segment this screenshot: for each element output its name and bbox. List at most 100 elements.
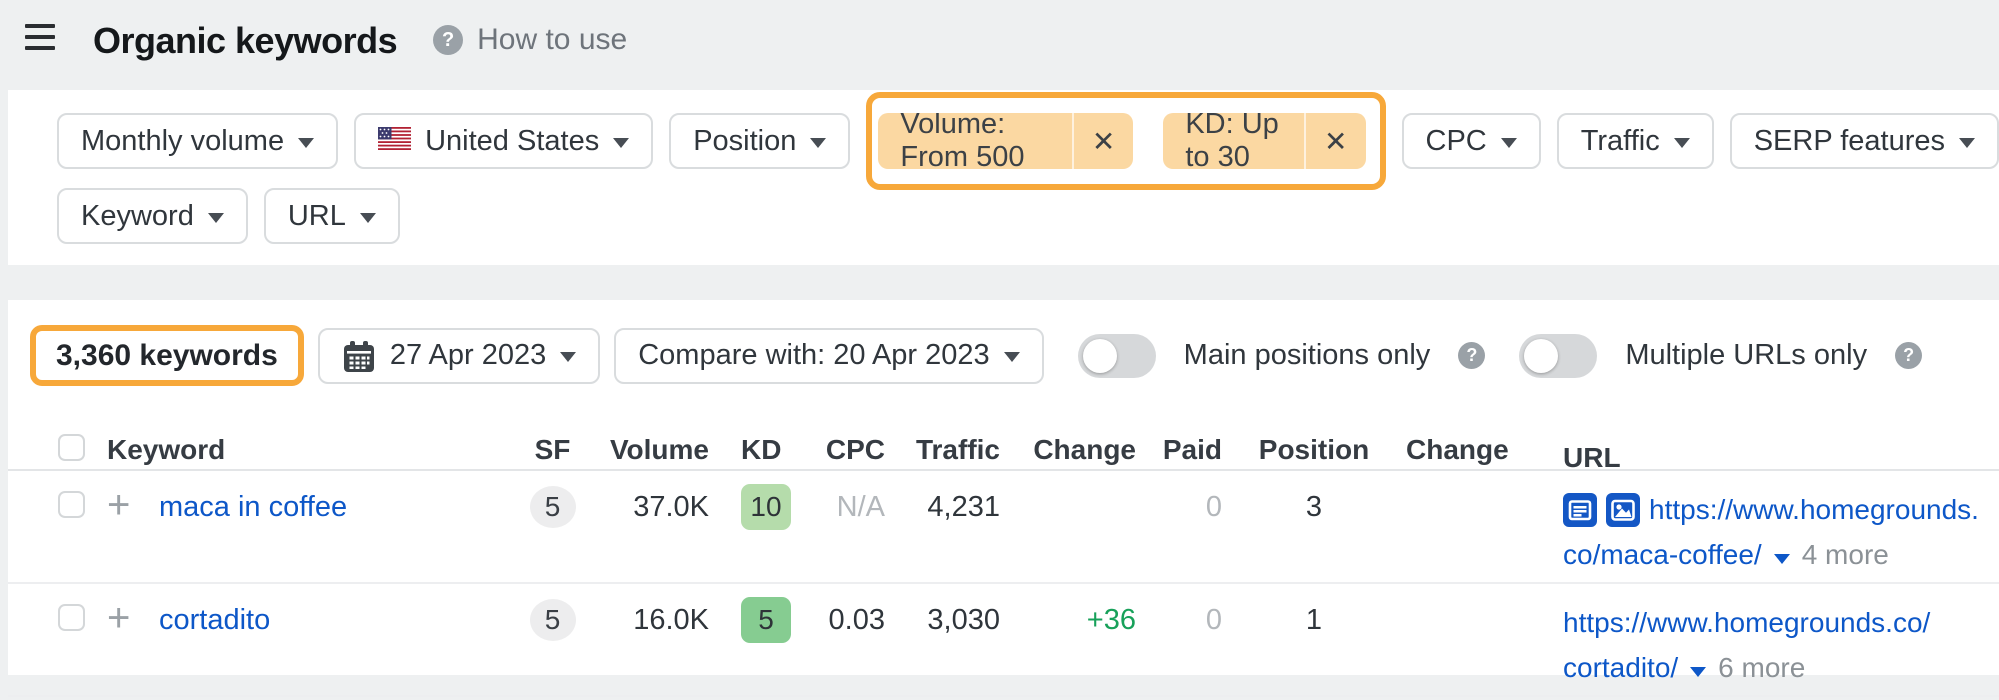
keyword-link[interactable]: maca in coffee	[159, 491, 348, 523]
filter-row-1: Monthly volume	[57, 92, 1999, 190]
url-cell: https://www.homegrounds.co/cortadito/6 m…	[1543, 584, 1930, 690]
chevron-down-icon	[1500, 137, 1517, 148]
country-label: United States	[425, 124, 600, 157]
main-positions-toggle[interactable]	[1077, 333, 1156, 378]
serp-features-filter-button[interactable]: SERP features	[1729, 113, 1999, 169]
row-checkbox[interactable]	[58, 491, 85, 518]
calendar-icon	[342, 340, 376, 374]
url-filter-button[interactable]: URL	[263, 188, 400, 244]
chevron-down-icon	[207, 212, 224, 223]
how-to-use[interactable]: ? How to use	[433, 23, 627, 57]
annotation-highlight-active-filters: Volume: From 500 ✕ KD: Up to 30 ✕	[866, 92, 1386, 190]
column-header-position[interactable]: Position	[1258, 433, 1370, 465]
column-header-traffic[interactable]: Traffic	[915, 433, 1000, 465]
column-header-kd[interactable]: KD	[741, 433, 782, 465]
serp-features-label: SERP features	[1753, 124, 1945, 157]
help-icon[interactable]: ?	[433, 25, 464, 55]
traffic-cell: 4,231	[927, 491, 1000, 523]
monthly-volume-filter-button[interactable]: Monthly volume	[57, 113, 339, 169]
chevron-down-icon	[613, 137, 630, 148]
more-urls-label[interactable]: 6 more	[1718, 652, 1806, 683]
date-label: 27 Apr 2023	[389, 339, 547, 371]
help-icon[interactable]: ?	[1895, 342, 1923, 369]
chevron-down-icon	[1673, 137, 1690, 148]
filters-panel: Monthly volume	[8, 90, 1999, 265]
top-header: Organic keywords ? How to use	[0, 0, 1999, 90]
kd-badge: 5	[741, 597, 791, 643]
url-link[interactable]: https://www.homegrounds.	[1649, 494, 1979, 525]
compare-label: Compare with: 20 Apr 2023	[638, 339, 990, 371]
image-pack-icon[interactable]	[1606, 492, 1640, 527]
cpc-label: CPC	[1425, 124, 1487, 157]
help-icon[interactable]: ?	[1458, 342, 1486, 369]
column-header-cpc[interactable]: CPC	[825, 433, 885, 465]
change-cell: +36	[1086, 604, 1136, 636]
change2-cell	[1400, 584, 1406, 604]
serp-features-count-badge[interactable]: 5	[529, 599, 576, 641]
keyword-label: Keyword	[81, 199, 194, 232]
date-picker-button[interactable]: 27 Apr 2023	[317, 327, 601, 384]
paid-cell: 0	[1205, 604, 1222, 636]
compare-with-button[interactable]: Compare with: 20 Apr 2023	[614, 327, 1044, 384]
cpc-filter-button[interactable]: CPC	[1401, 113, 1541, 169]
featured-snippet-icon[interactable]	[1563, 492, 1597, 527]
url-cell: https://www.homegrounds. co/maca-coffee/4…	[1543, 471, 1979, 577]
filter-row-2: Keyword URL	[57, 188, 1999, 244]
traffic-filter-button[interactable]: Traffic	[1556, 113, 1714, 169]
url-expand-caret-icon[interactable]	[1690, 667, 1707, 677]
add-plus-icon[interactable]: +	[107, 596, 131, 640]
url-link[interactable]: co/maca-coffee/	[1563, 539, 1762, 570]
url-link[interactable]: https://www.homegrounds.co/	[1563, 607, 1931, 638]
more-urls-label[interactable]: 4 more	[1801, 539, 1889, 570]
kd-badge: 10	[741, 484, 791, 530]
country-filter-button[interactable]: United States	[354, 113, 654, 169]
keyword-filter-button[interactable]: Keyword	[57, 188, 248, 244]
keywords-table: Keyword SF Volume KD CPC Traffic Change …	[8, 419, 1999, 697]
hamburger-menu-icon[interactable]	[25, 24, 55, 50]
monthly-volume-label: Monthly volume	[81, 124, 285, 157]
keywords-count: 3,360 keywords	[56, 338, 278, 372]
select-all-checkbox[interactable]	[58, 433, 85, 461]
serp-features-count-badge[interactable]: 5	[529, 486, 576, 528]
kd-chip-label: KD: Up to 30	[1185, 113, 1279, 169]
paid-cell: 0	[1205, 491, 1222, 523]
chevron-down-icon	[810, 137, 827, 148]
table-header-row: Keyword SF Volume KD CPC Traffic Change …	[8, 419, 1999, 473]
change2-cell	[1400, 471, 1406, 491]
multiple-urls-toggle[interactable]	[1519, 333, 1598, 378]
volume-chip-label: Volume: From 500	[900, 113, 1025, 169]
add-plus-icon[interactable]: +	[107, 483, 131, 527]
traffic-label: Traffic	[1580, 124, 1660, 157]
column-header-change[interactable]: Change	[1033, 433, 1136, 465]
url-expand-caret-icon[interactable]	[1773, 554, 1790, 564]
keyword-link[interactable]: cortadito	[159, 604, 271, 636]
column-header-paid[interactable]: Paid	[1162, 433, 1222, 465]
column-header-change2[interactable]: Change	[1406, 433, 1509, 465]
traffic-cell: 3,030	[927, 604, 1000, 636]
column-header-sf[interactable]: SF	[534, 433, 571, 465]
column-header-volume[interactable]: Volume	[609, 433, 709, 465]
main-positions-label: Main positions only	[1183, 339, 1431, 371]
multiple-urls-label: Multiple URLs only	[1625, 339, 1868, 371]
position-cell: 3	[1305, 491, 1323, 523]
volume-filter-chip[interactable]: Volume: From 500 ✕	[878, 113, 1134, 169]
column-header-keyword[interactable]: Keyword	[107, 433, 226, 465]
page-title: Organic keywords	[93, 20, 398, 61]
cpc-cell: N/A	[836, 491, 885, 523]
url-label: URL	[287, 199, 346, 232]
volume-cell: 16.0K	[633, 604, 709, 636]
volume-cell: 37.0K	[633, 491, 709, 523]
results-toolbar: 3,360 keywords 27 Apr 2023	[30, 325, 1999, 386]
chevron-down-icon	[359, 212, 376, 223]
column-header-url[interactable]: URL	[1563, 442, 1621, 473]
us-flag-icon	[378, 125, 412, 158]
kd-filter-chip[interactable]: KD: Up to 30 ✕	[1163, 113, 1366, 169]
cpc-cell: 0.03	[828, 604, 885, 636]
position-filter-button[interactable]: Position	[669, 113, 851, 169]
url-link[interactable]: cortadito/	[1563, 652, 1679, 683]
position-cell: 1	[1305, 604, 1323, 636]
close-icon[interactable]: ✕	[1071, 113, 1133, 169]
row-checkbox[interactable]	[58, 604, 85, 631]
close-icon[interactable]: ✕	[1304, 113, 1365, 169]
chevron-down-icon	[1959, 137, 1975, 148]
